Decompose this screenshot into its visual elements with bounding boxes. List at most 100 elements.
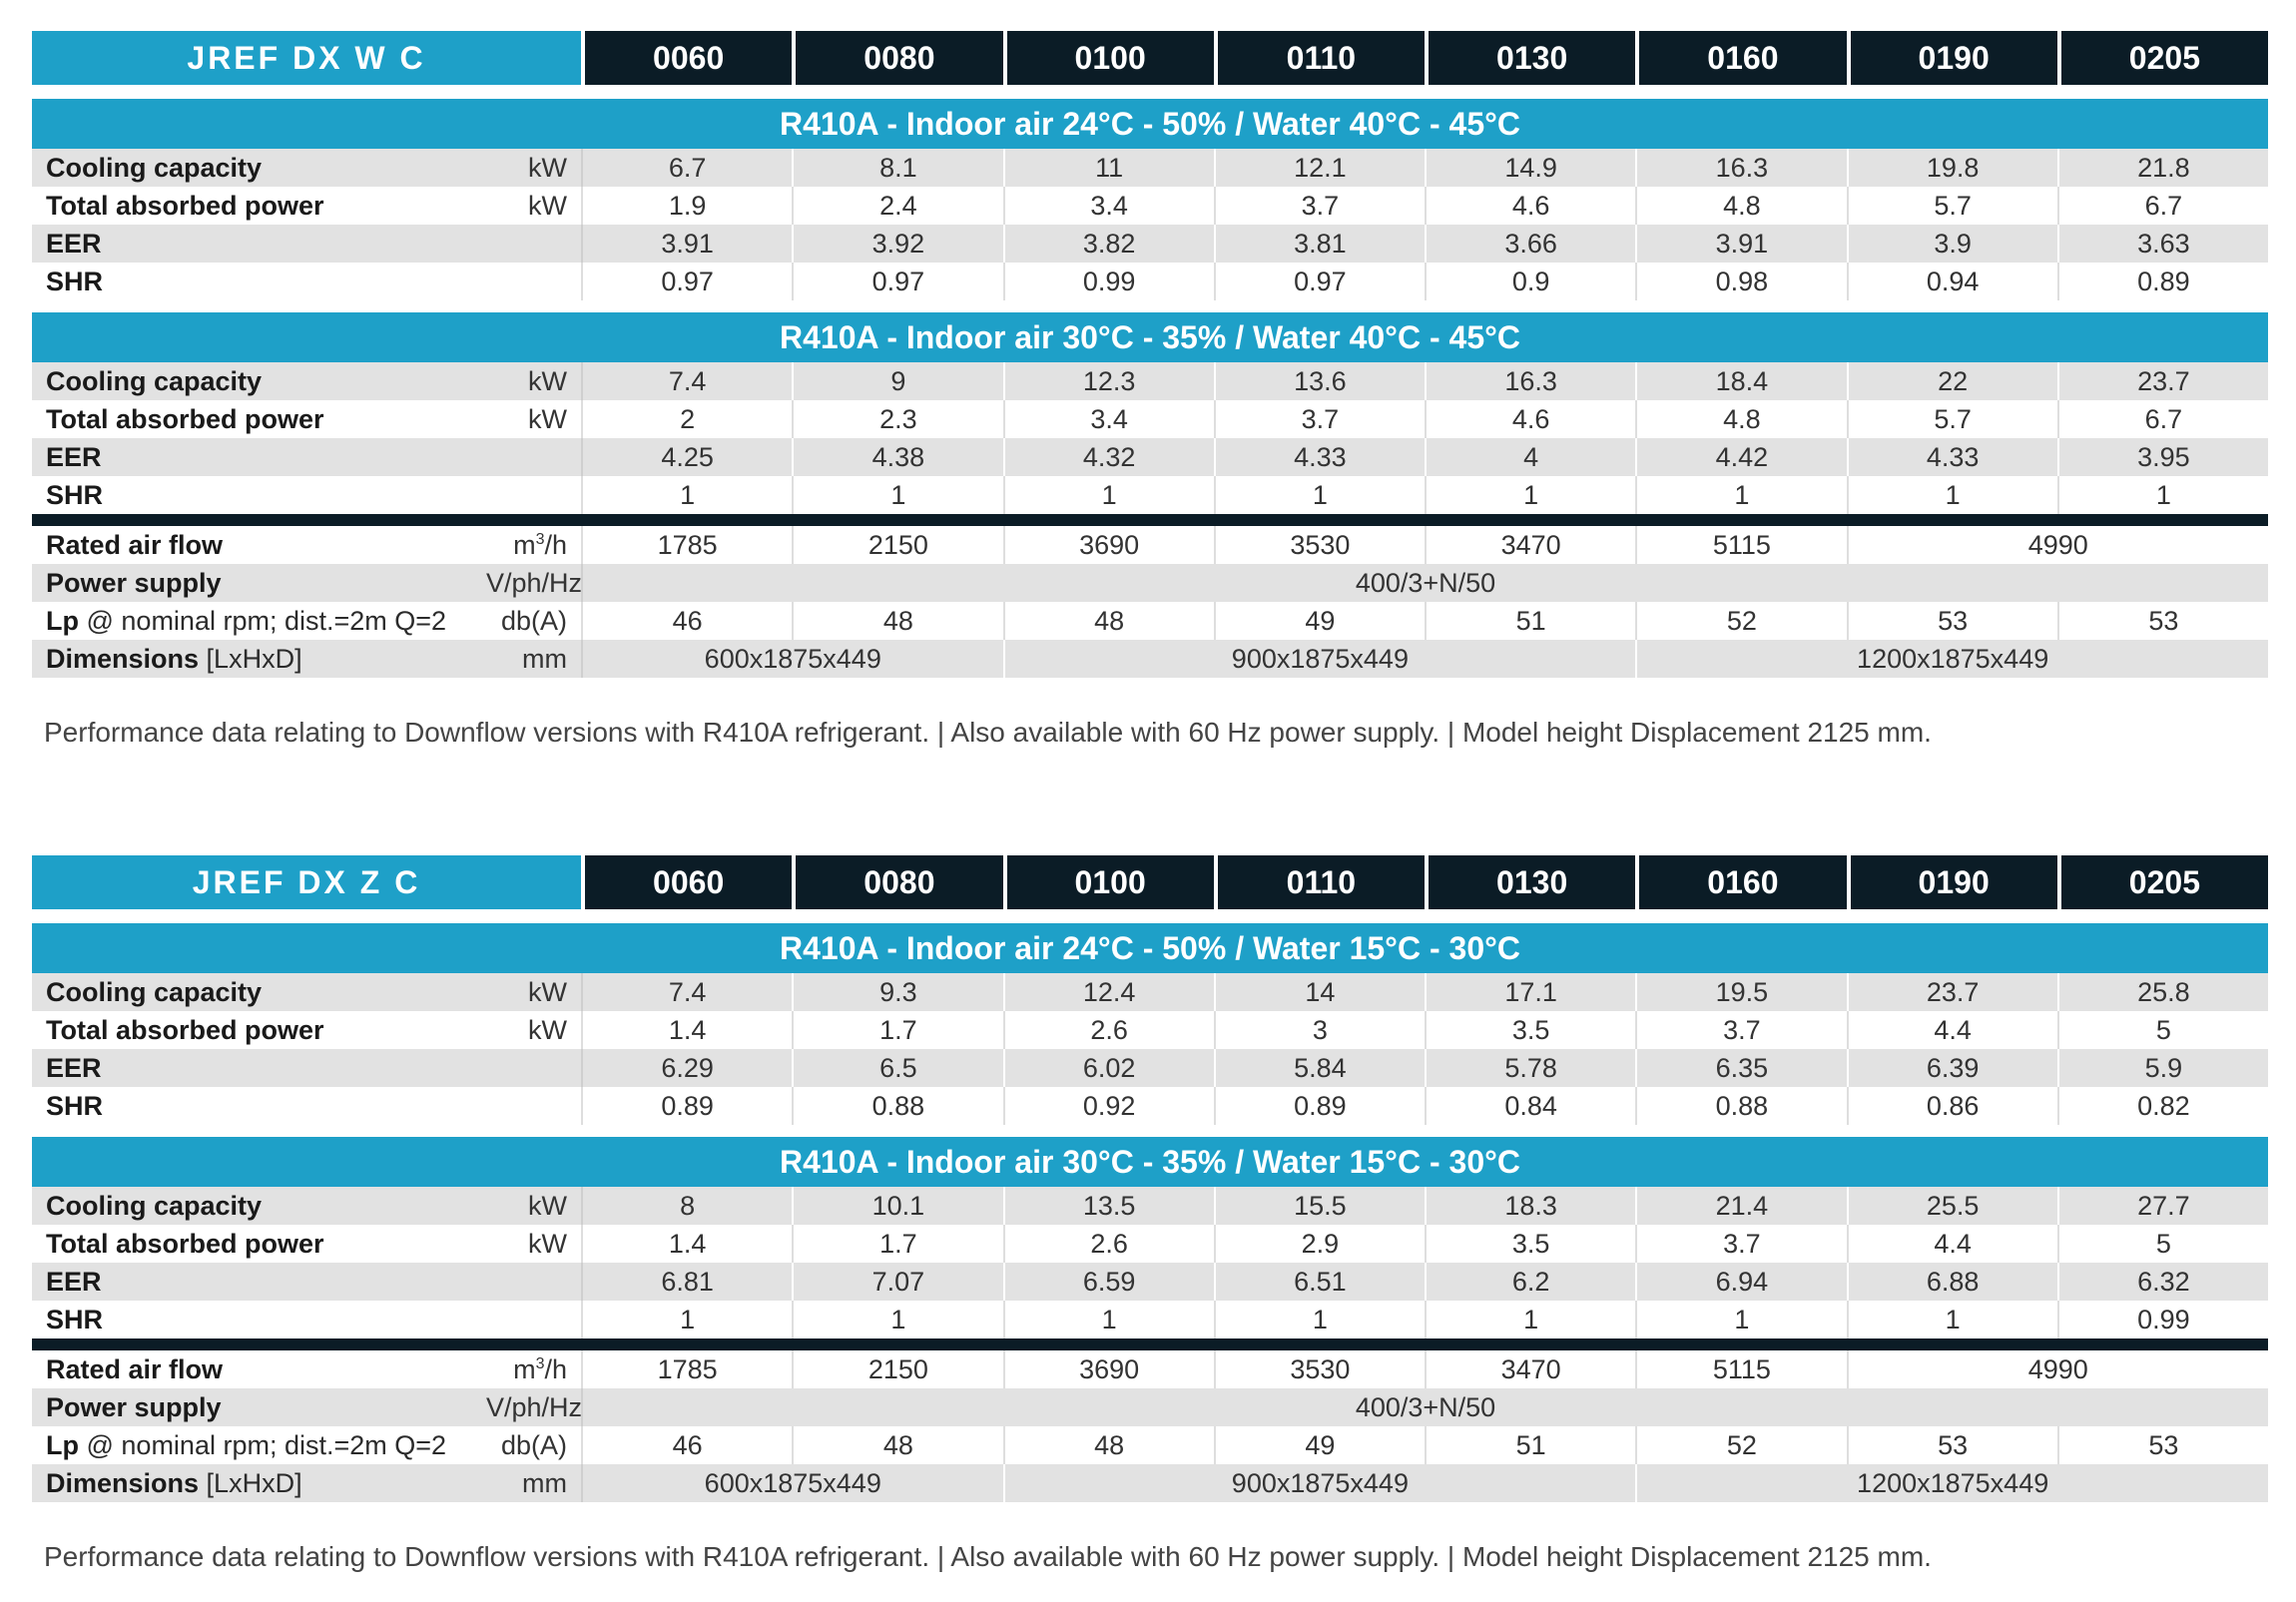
table-cell-merged: 900x1875x449 — [1002, 640, 1636, 678]
table-cell: 3.5 — [1425, 1225, 1636, 1263]
table-cell: 53 — [1846, 602, 2057, 640]
table-cell: 6.02 — [1002, 1049, 1214, 1087]
table-cell: 0.84 — [1425, 1087, 1636, 1125]
table-cell: 5115 — [1635, 526, 1847, 564]
table-cell: 1 — [792, 476, 1003, 514]
table-row: Rated air flow m3/h 1785 2150 3690 3530 … — [32, 526, 2269, 564]
model-header-row: JREF DX W C 0060 0080 0100 0110 0130 016… — [32, 31, 2269, 85]
table-cell: 1 — [2056, 476, 2269, 514]
table-cell: 48 — [792, 602, 1003, 640]
row-label: SHR — [46, 1304, 104, 1335]
table-row: EER 3.91 3.92 3.82 3.81 3.66 3.91 3.9 3.… — [32, 225, 2269, 263]
row-unit — [486, 1049, 582, 1087]
model-code: 0060 — [581, 31, 793, 85]
table-row: SHR 1 1 1 1 1 1 1 0.99 — [32, 1301, 2269, 1338]
table-cell: 18.3 — [1425, 1187, 1636, 1225]
table-cell: 25.5 — [1846, 1187, 2057, 1225]
table-cell: 9 — [792, 362, 1003, 400]
table-cell: 4.33 — [1846, 438, 2057, 476]
table-cell: 1 — [1002, 476, 1214, 514]
table-cell: 1785 — [581, 526, 793, 564]
row-label: EER — [46, 1052, 102, 1083]
row-unit — [486, 1301, 582, 1338]
row-unit: kW — [486, 362, 582, 400]
row-label: Lp — [46, 605, 79, 636]
row-unit: kW — [486, 973, 582, 1011]
table-cell: 0.89 — [1213, 1087, 1426, 1125]
table-cell: 6.88 — [1846, 1263, 2057, 1301]
table-cell: 49 — [1213, 1426, 1426, 1464]
table-row: Cooling capacity kW 6.7 8.1 11 12.1 14.9… — [32, 149, 2269, 187]
row-label: Power supply — [46, 1391, 222, 1422]
table-cell: 3.91 — [581, 225, 793, 263]
table-cell: 1 — [1846, 1301, 2057, 1338]
model-code: 0060 — [581, 855, 793, 909]
row-unit: kW — [486, 187, 582, 225]
table-cell: 2.6 — [1002, 1225, 1214, 1263]
row-label: Total absorbed power — [46, 403, 324, 434]
model-code: 0130 — [1425, 855, 1636, 909]
table-cell: 53 — [2056, 602, 2269, 640]
row-unit: kW — [486, 1225, 582, 1263]
table-cell: 0.99 — [2056, 1301, 2269, 1338]
table-cell: 10.1 — [792, 1187, 1003, 1225]
table-cell: 7.4 — [581, 362, 793, 400]
table-row: SHR 0.89 0.88 0.92 0.89 0.84 0.88 0.86 0… — [32, 1087, 2269, 1125]
table-cell-merged: 600x1875x449 — [581, 1464, 1003, 1502]
table-cell: 0.97 — [1213, 263, 1426, 300]
table-cell-merged: 4990 — [1846, 1350, 2269, 1388]
table-cell: 0.92 — [1002, 1087, 1214, 1125]
model-code: 0080 — [792, 31, 1003, 85]
row-label: Rated air flow — [46, 529, 224, 560]
table-cell: 1.7 — [792, 1225, 1003, 1263]
table-row: Rated air flow m3/h 1785 2150 3690 3530 … — [32, 1350, 2269, 1388]
table-cell: 13.5 — [1002, 1187, 1214, 1225]
row-label: Cooling capacity — [46, 152, 263, 183]
table-cell: 51 — [1425, 602, 1636, 640]
table-row: Power supply V/ph/Hz 400/3+N/50 — [32, 1388, 2269, 1426]
row-label-suffix: [LxHxD] — [199, 643, 302, 674]
row-label: EER — [46, 228, 102, 259]
row-unit: mm — [486, 640, 582, 678]
table-cell: 4.38 — [792, 438, 1003, 476]
row-label: Total absorbed power — [46, 1014, 324, 1045]
table-cell: 12.4 — [1002, 973, 1214, 1011]
table-cell: 25.8 — [2056, 973, 2269, 1011]
table-cell: 4.4 — [1846, 1225, 2057, 1263]
table-cell: 5.78 — [1425, 1049, 1636, 1087]
table-cell: 3.5 — [1425, 1011, 1636, 1049]
row-label-suffix: @ nominal rpm; dist.=2m Q=2 — [79, 1429, 447, 1460]
row-unit: db(A) — [486, 1426, 582, 1464]
table-cell: 46 — [581, 602, 793, 640]
row-unit: m3/h — [486, 526, 582, 564]
table-cell: 1785 — [581, 1350, 793, 1388]
row-label: Dimensions — [46, 1467, 200, 1498]
condition-title: R410A - Indoor air 30°C - 35% / Water 15… — [32, 1137, 2269, 1187]
table-cell: 6.32 — [2056, 1263, 2269, 1301]
table-cell: 12.1 — [1213, 149, 1426, 187]
table-cell: 8 — [581, 1187, 793, 1225]
row-label-suffix: [LxHxD] — [199, 1467, 302, 1498]
row-unit: kW — [486, 1011, 582, 1049]
row-label: Cooling capacity — [46, 1190, 263, 1221]
table-cell: 3.7 — [1635, 1011, 1847, 1049]
table-cell: 14.9 — [1425, 149, 1636, 187]
table-cell: 2 — [581, 400, 793, 438]
table-row: Dimensions [LxHxD] mm 600x1875x449 900x1… — [32, 1464, 2269, 1502]
row-label: EER — [46, 1266, 102, 1297]
table-cell: 3.7 — [1635, 1225, 1847, 1263]
table-row: Total absorbed power kW 2 2.3 3.4 3.7 4.… — [32, 400, 2269, 438]
table-cell: 6.94 — [1635, 1263, 1847, 1301]
row-label: Total absorbed power — [46, 190, 324, 221]
condition-banner: R410A - Indoor air 24°C - 50% / Water 40… — [32, 99, 2269, 149]
table-row: Total absorbed power kW 1.4 1.7 2.6 2.9 … — [32, 1225, 2269, 1263]
row-label: Dimensions — [46, 643, 200, 674]
condition-banner: R410A - Indoor air 30°C - 35% / Water 40… — [32, 312, 2269, 362]
condition-banner: R410A - Indoor air 24°C - 50% / Water 15… — [32, 923, 2269, 973]
table-cell: 4.8 — [1635, 187, 1847, 225]
model-code: 0205 — [2056, 31, 2269, 85]
footnote: Performance data relating to Downflow ve… — [44, 1541, 1932, 1572]
table-cell: 3470 — [1425, 526, 1636, 564]
condition-title: R410A - Indoor air 24°C - 50% / Water 15… — [32, 923, 2269, 973]
